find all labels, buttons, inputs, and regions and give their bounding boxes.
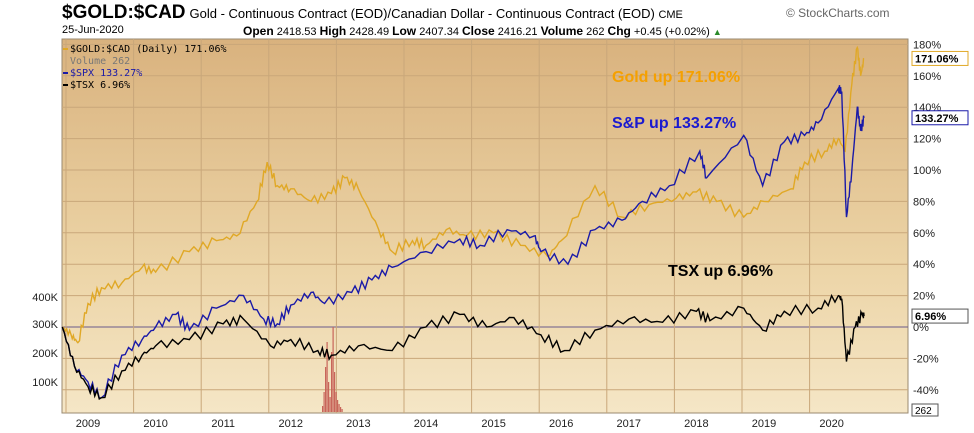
end-label-box-spx xyxy=(911,110,969,126)
ohlc-bar: Open 2418.53 High 2428.49 Low 2407.34 Cl… xyxy=(243,24,722,38)
volume-bar xyxy=(338,404,340,412)
series-line-gold xyxy=(62,45,865,344)
chg-value: +0.45 (+0.02%) xyxy=(633,26,710,38)
volume-bar xyxy=(325,367,327,412)
x-tick-label: 2010 xyxy=(143,418,167,430)
close-value: 2416.21 xyxy=(497,26,538,38)
y-tick-label: -20% xyxy=(913,353,939,365)
x-tick-label: 2011 xyxy=(211,418,235,430)
close-label: Close xyxy=(462,24,495,38)
volume-bar xyxy=(335,392,337,412)
volume-bar xyxy=(332,327,334,412)
x-tick-label: 2009 xyxy=(76,418,100,430)
y-tick-label: 0% xyxy=(913,322,929,334)
x-tick-label: 2019 xyxy=(752,418,776,430)
open-label: Open xyxy=(243,24,274,38)
volume-bar xyxy=(340,407,342,412)
end-label-volume: 262 xyxy=(915,406,932,417)
volume-tick-label: 300K xyxy=(32,319,58,331)
end-label-gold: 171.06% xyxy=(915,53,959,65)
y-tick-label: 180% xyxy=(913,39,941,51)
chart-title: $GOLD:$CAD Gold - Continuous Contract (EO… xyxy=(62,2,683,24)
volume-value: 262 xyxy=(586,26,605,38)
series-line-tsx xyxy=(61,293,865,401)
brand-logo[interactable]: © StockCharts.com xyxy=(786,6,890,20)
x-tick-label: 2020 xyxy=(819,418,843,430)
legend-spx: $SPX 133.27% xyxy=(70,68,142,79)
x-tick-label: 2016 xyxy=(549,418,573,430)
volume-bar xyxy=(337,400,339,412)
exchange: CME xyxy=(658,9,683,21)
low-value: 2407.34 xyxy=(419,26,459,38)
volume-bar xyxy=(323,392,325,412)
symbol: $GOLD:$CAD xyxy=(62,2,186,23)
chg-label: Chg xyxy=(607,24,631,38)
annotation-spx: S&P up 133.27% xyxy=(612,115,736,132)
end-label-tsx: 6.96% xyxy=(915,311,946,323)
volume-label: Volume xyxy=(540,24,584,38)
y-tick-label: 80% xyxy=(913,196,935,208)
y-tick-label: 40% xyxy=(913,259,935,271)
series-line-spx xyxy=(61,85,865,399)
volume-tick-label: 200K xyxy=(32,348,58,360)
legend-tsx: $TSX 6.96% xyxy=(70,80,130,91)
volume-tick-label: 400K xyxy=(32,292,58,304)
end-label-spx: 133.27% xyxy=(915,113,959,125)
y-tick-label: 100% xyxy=(913,165,941,177)
annotation-tsx: TSX up 6.96% xyxy=(668,263,773,280)
up-arrow-icon: ▲ xyxy=(712,27,722,37)
legend-gold: $GOLD:$CAD (Daily) 171.06% xyxy=(70,44,227,55)
low-label: Low xyxy=(392,24,417,38)
volume-tick-label: 100K xyxy=(32,377,58,389)
x-tick-label: 2015 xyxy=(481,418,505,430)
x-tick-label: 2017 xyxy=(617,418,641,430)
x-tick-label: 2018 xyxy=(684,418,708,430)
y-tick-label: 160% xyxy=(913,71,941,83)
high-value: 2428.49 xyxy=(349,26,390,38)
volume-bar xyxy=(326,342,328,412)
x-tick-label: 2014 xyxy=(414,418,438,430)
y-tick-label: 20% xyxy=(913,291,935,303)
y-tick-label: -40% xyxy=(913,385,939,397)
volume-bar xyxy=(328,382,330,412)
end-label-box-tsx xyxy=(911,308,969,324)
end-label-box-gold xyxy=(911,50,969,66)
volume-bar xyxy=(331,352,333,412)
plot-area xyxy=(61,38,909,414)
y-tick-label: 60% xyxy=(913,228,935,240)
legend-volume: Volume 262 xyxy=(70,56,130,67)
volume-bar xyxy=(334,372,336,412)
high-label: High xyxy=(319,24,347,38)
open-value: 2418.53 xyxy=(276,26,317,38)
date: 25-Jun-2020 xyxy=(62,24,124,36)
x-tick-label: 2013 xyxy=(346,418,370,430)
y-tick-label: 120% xyxy=(913,134,941,146)
end-label-box-volume xyxy=(911,403,939,417)
annotation-gold: Gold up 171.06% xyxy=(612,69,740,86)
x-tick-label: 2012 xyxy=(279,418,303,430)
volume-bar xyxy=(322,406,324,412)
volume-bar xyxy=(341,409,343,412)
volume-bar xyxy=(329,397,331,412)
description: Gold - Continuous Contract (EOD)/Canadia… xyxy=(189,6,655,21)
